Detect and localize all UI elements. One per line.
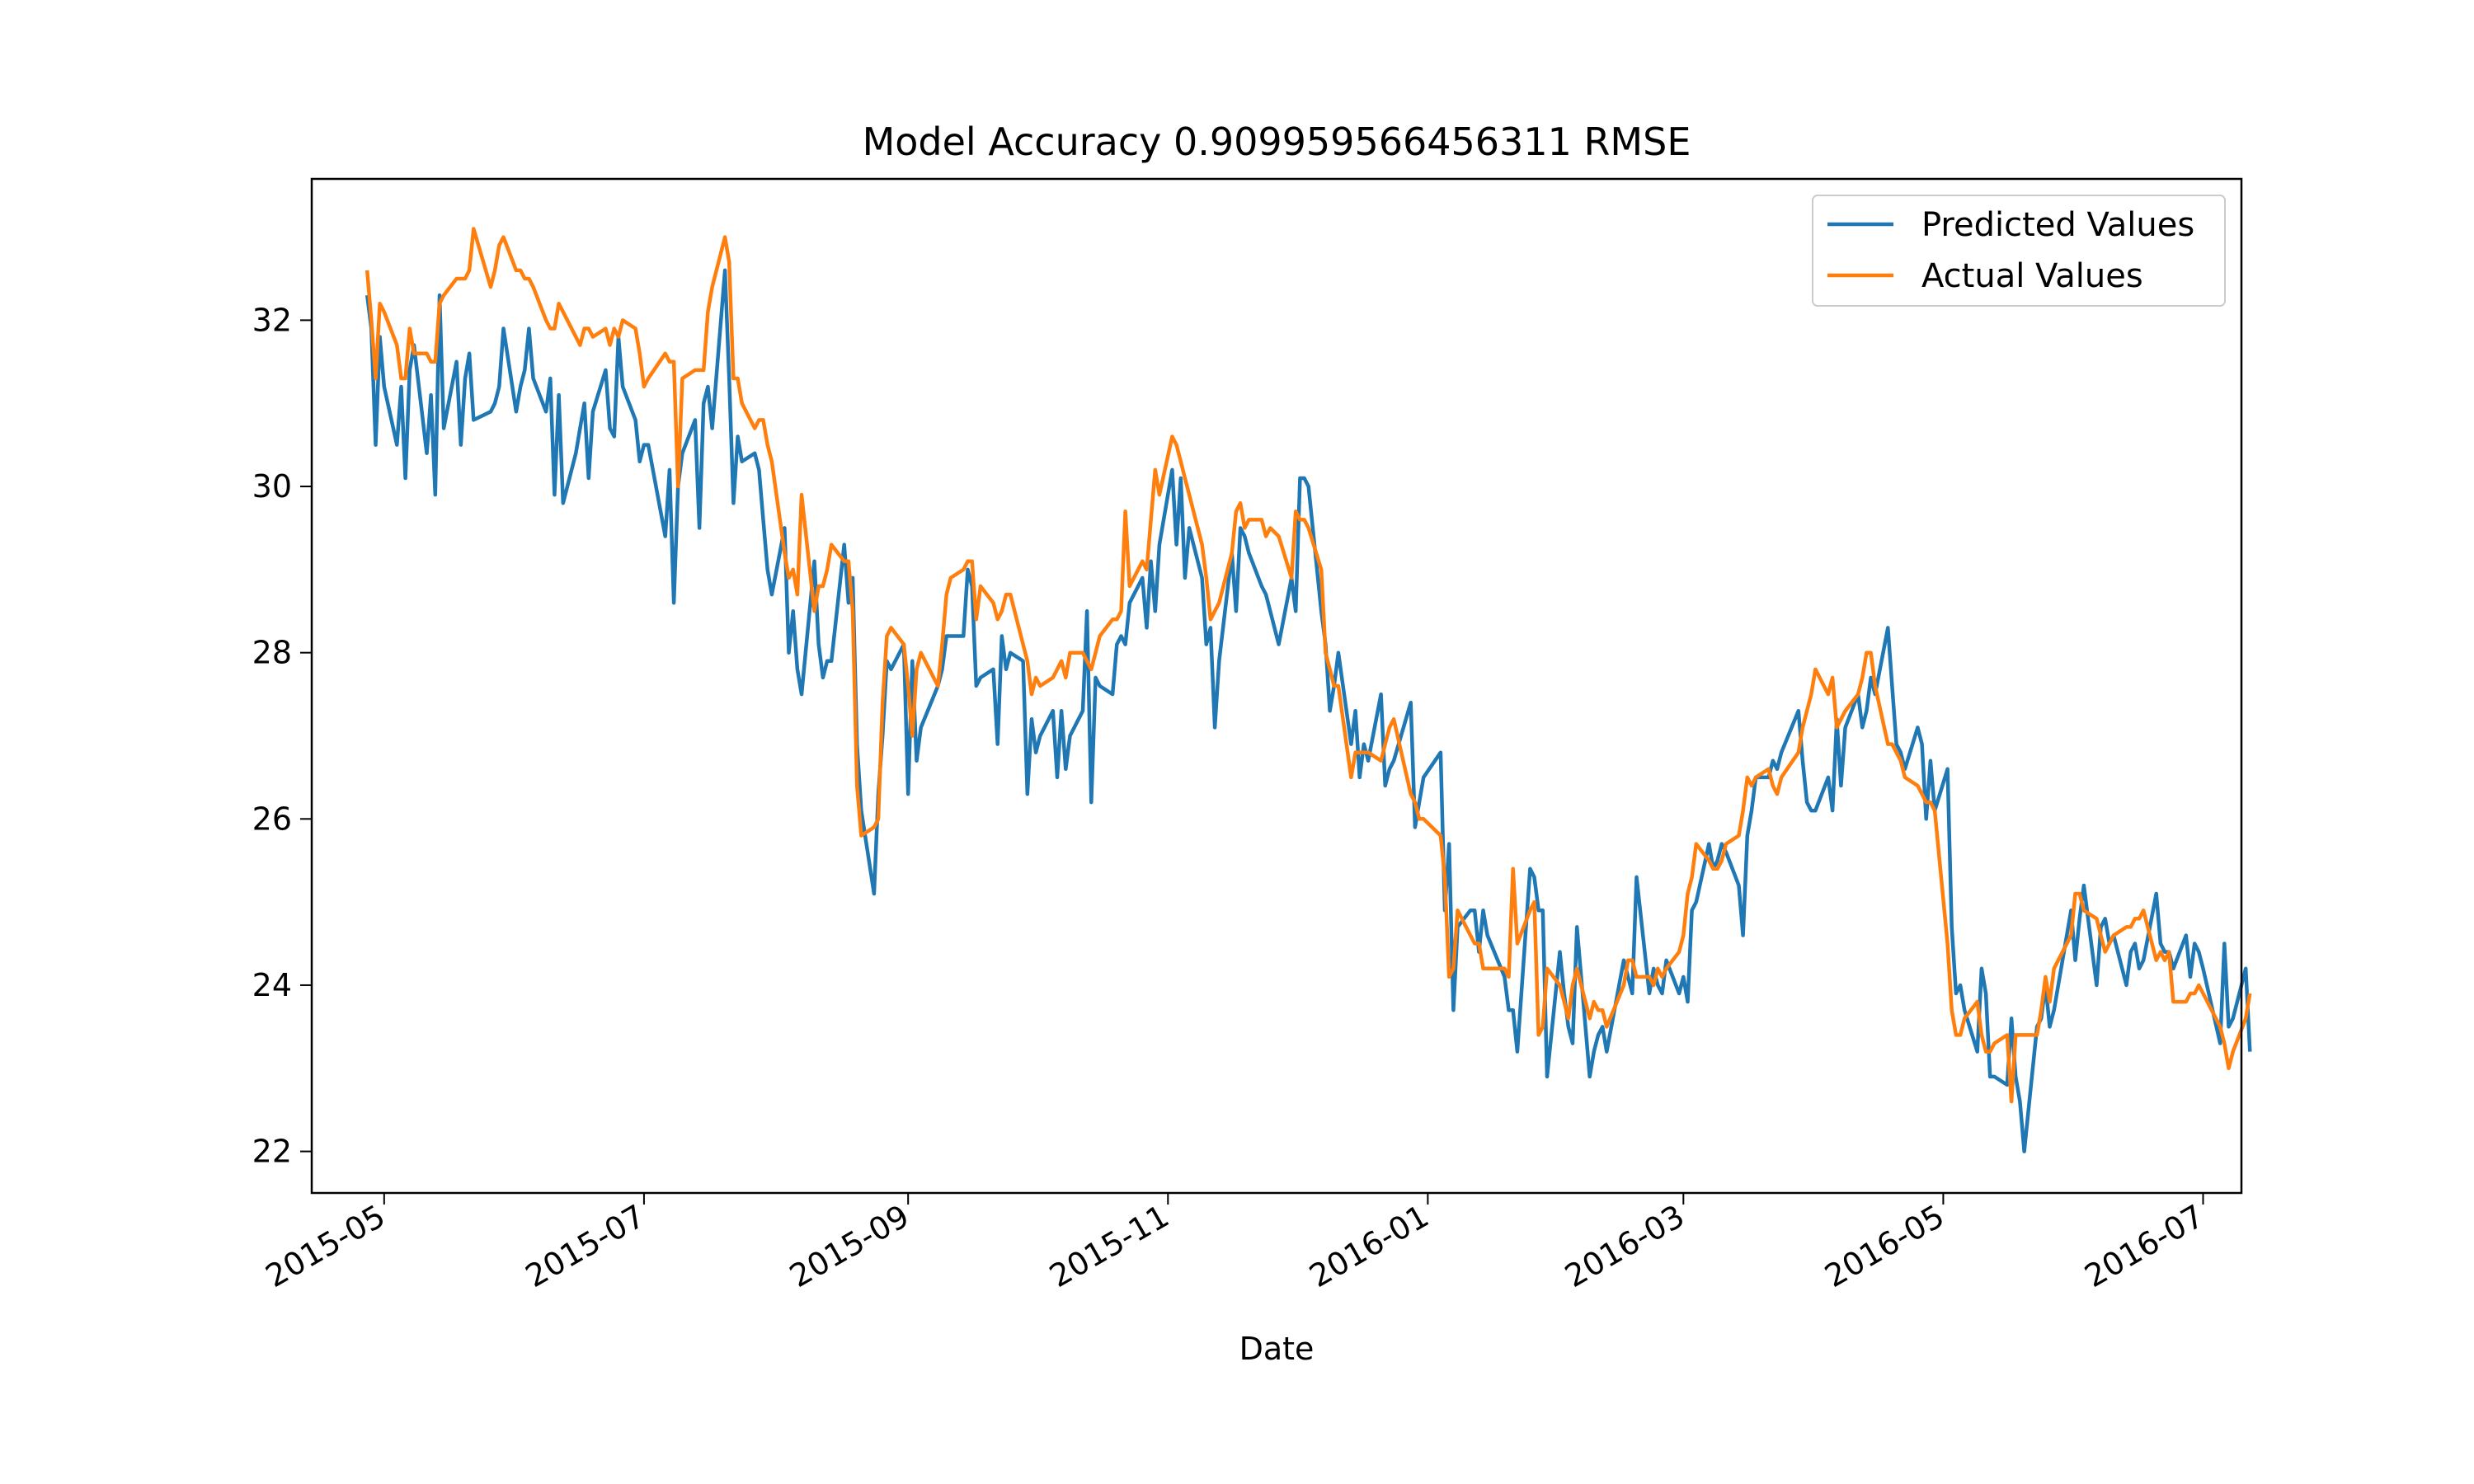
legend-box bbox=[1812, 195, 2226, 307]
y-tick-label: 30 bbox=[252, 468, 292, 505]
y-tick-label: 22 bbox=[252, 1134, 292, 1170]
y-tick-label: 28 bbox=[252, 635, 292, 671]
y-tick-label: 24 bbox=[252, 967, 292, 1003]
legend: Predicted Values Actual Values bbox=[1812, 195, 2226, 307]
series-line-predicted bbox=[365, 268, 2252, 1153]
plot-frame bbox=[310, 177, 2243, 1195]
y-axis: 22 24 26 28 30 32 bbox=[252, 302, 312, 1170]
legend-label-predicted: Predicted Values bbox=[1921, 206, 2194, 244]
legend-label-actual: Actual Values bbox=[1921, 257, 2143, 295]
y-tick-label: 26 bbox=[252, 801, 292, 837]
plot-area bbox=[312, 179, 2241, 1193]
y-tick-label: 32 bbox=[252, 302, 292, 338]
chart-title: Model Accuracy 0.909959566456311 RMSE bbox=[863, 120, 1691, 164]
x-axis-label: Date bbox=[1239, 1331, 1315, 1367]
series-line-actual bbox=[365, 227, 2252, 1104]
series-layer bbox=[365, 227, 2252, 1153]
